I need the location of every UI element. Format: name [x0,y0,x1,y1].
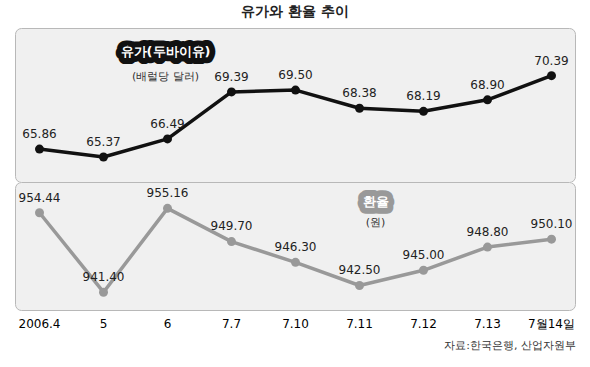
svg-text:6: 6 [164,317,172,331]
svg-text:65.37: 65.37 [86,135,120,149]
svg-text:945.00: 945.00 [403,248,445,262]
svg-text:70.39: 70.39 [534,54,568,68]
svg-text:7.13: 7.13 [474,317,501,331]
svg-text:환율: 환율 [363,194,389,209]
svg-text:941.40: 941.40 [83,270,125,284]
svg-text:5: 5 [100,317,108,331]
svg-text:946.30: 946.30 [275,240,317,254]
svg-text:954.44: 954.44 [19,191,61,205]
svg-text:유가(두바이유): 유가(두바이유) [121,44,211,59]
svg-text:949.70: 949.70 [211,219,253,233]
svg-text:68.38: 68.38 [342,86,376,100]
svg-text:950.10: 950.10 [531,217,573,231]
svg-text:7.7: 7.7 [222,317,241,331]
html-text:유가와 환율 추이: 유가와 환율 추이 [241,3,349,19]
svg-text:(배럴당 달러): (배럴당 달러) [132,70,199,83]
svg-text:66.49: 66.49 [150,117,184,131]
svg-text:65.86: 65.86 [22,127,56,141]
svg-text:948.80: 948.80 [467,225,509,239]
html-text:자료:한국은행, 산업자원부: 자료:한국은행, 산업자원부 [444,339,576,352]
svg-text:942.50: 942.50 [339,263,381,277]
svg-text:7.12: 7.12 [410,317,437,331]
svg-text:2006.4: 2006.4 [19,317,61,331]
svg-text:68.90: 68.90 [470,78,504,92]
svg-text:955.16: 955.16 [147,186,189,200]
svg-text:(원): (원) [366,216,386,229]
svg-text:7월14일: 7월14일 [528,317,575,331]
svg-text:69.39: 69.39 [214,70,248,84]
svg-text:69.50: 69.50 [278,68,312,82]
svg-text:7.11: 7.11 [346,317,373,331]
svg-text:7.10: 7.10 [282,317,309,331]
svg-text:68.19: 68.19 [406,89,440,103]
